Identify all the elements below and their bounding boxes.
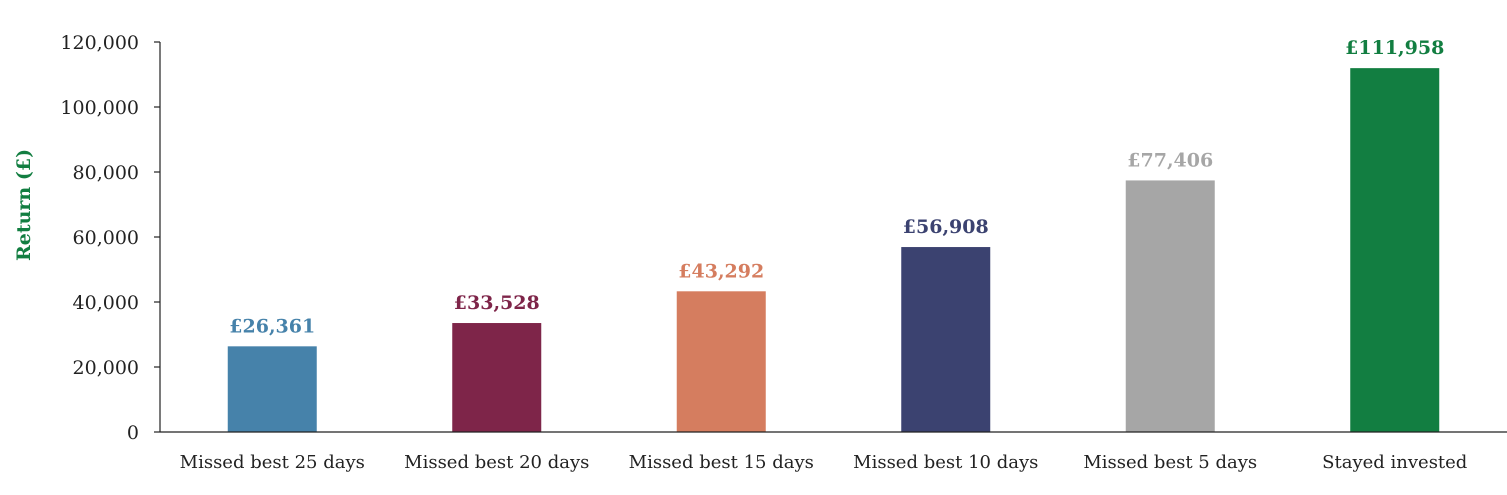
bar [452,323,542,432]
bars [227,68,1440,432]
x-tick-label: Missed best 10 days [853,452,1038,473]
bar-value-label: £111,958 [1345,37,1444,59]
bar [1125,180,1215,432]
bar [676,291,766,432]
bar-value-label: £26,361 [229,315,315,337]
y-axis-ticks: 0 20,000 40,000 60,000 80,000 100,000 120,000 [60,32,160,444]
x-axis-labels: Missed best 25 days Missed best 20 days Mi… [180,452,1468,473]
x-tick-label: Missed best 15 days [629,452,814,473]
y-tick-label: 40,000 [73,292,139,314]
x-tick-label: Stayed invested [1322,452,1467,473]
x-tick-label: Missed best 5 days [1083,452,1257,473]
bar-value-label: £56,908 [903,216,989,238]
y-tick-label: 20,000 [73,357,139,379]
bar [227,346,317,432]
y-tick-label: 120,000 [60,32,139,54]
bar-value-label: £33,528 [454,292,540,314]
y-tick-label: 60,000 [73,227,139,249]
y-tick-label: 100,000 [60,97,139,119]
y-axis-label: Return (£) [13,149,35,261]
x-tick-label: Missed best 20 days [404,452,589,473]
bar [901,247,991,432]
value-labels: £26,361 £33,528 £43,292 £56,908 £77,406 £111,… [229,37,1444,337]
bar [1350,68,1440,432]
bar-value-label: £77,406 [1127,149,1213,171]
bar-value-label: £43,292 [678,260,764,282]
y-tick-label: 80,000 [73,162,139,184]
y-tick-label: 0 [127,422,139,444]
x-tick-label: Missed best 25 days [180,452,365,473]
